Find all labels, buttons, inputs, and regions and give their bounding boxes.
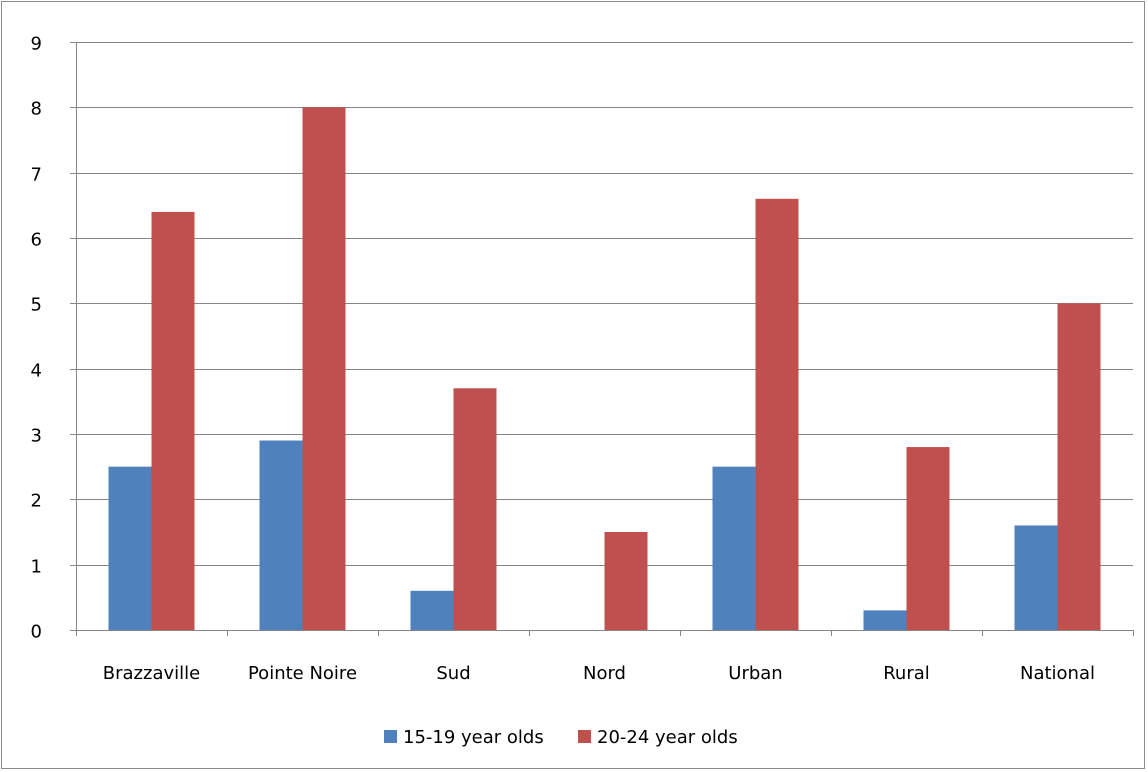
bar (302, 107, 346, 631)
x-tick-label: Pointe Noire (248, 663, 357, 684)
bars (108, 107, 1101, 631)
y-tick-label: 9 (31, 34, 42, 55)
gridlines (76, 42, 1133, 566)
x-tick-label: Nord (583, 663, 626, 684)
bar (108, 466, 152, 630)
y-tick-label: 6 (31, 230, 42, 251)
y-tick-label: 5 (31, 295, 42, 316)
bar (863, 610, 907, 630)
legend-label: 20-24 year olds (597, 727, 738, 748)
bar (453, 388, 497, 630)
y-tick-label: 0 (31, 622, 42, 643)
legend-swatch (578, 730, 591, 743)
bar (1014, 525, 1058, 630)
bar (151, 211, 195, 630)
y-tick-label: 7 (31, 165, 42, 186)
y-tick-label: 1 (31, 557, 42, 578)
y-tick-label: 8 (31, 99, 42, 120)
x-tick-label: Brazzaville (103, 663, 200, 684)
axes (70, 42, 1134, 636)
bar (410, 590, 454, 630)
legend-label: 15-19 year olds (403, 727, 544, 748)
bar (755, 198, 799, 631)
bar (604, 532, 648, 630)
bar (1057, 303, 1101, 630)
y-tick-labels: 0 1 2 3 4 5 6 7 8 9 (31, 34, 42, 643)
x-tick-label: Sud (436, 663, 470, 684)
y-tick-label: 3 (31, 426, 42, 447)
x-tick-label: Rural (883, 663, 930, 684)
legend-swatch (384, 730, 397, 743)
legend: 15-19 year olds 20-24 year olds (384, 727, 738, 748)
bar (259, 440, 303, 630)
y-tick-label: 2 (31, 491, 42, 512)
x-tick-label: Urban (728, 663, 782, 684)
y-tick-label: 4 (31, 361, 42, 382)
bar (712, 466, 756, 630)
x-tick-label: National (1020, 663, 1095, 684)
bar (906, 447, 950, 630)
x-tick-labels: Brazzaville Pointe Noire Sud Nord Urban Rural… (103, 663, 1095, 684)
